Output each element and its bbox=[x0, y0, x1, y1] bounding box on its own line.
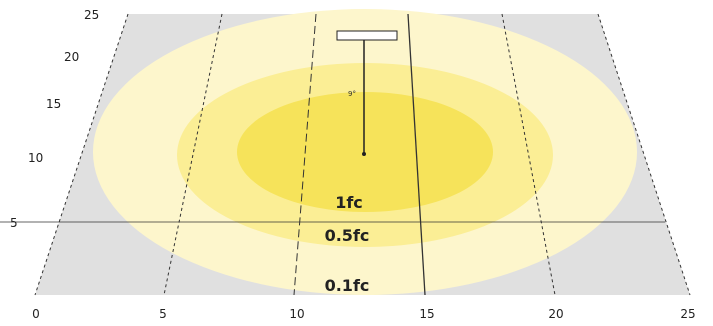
grid-line-x0 bbox=[34, 13, 129, 296]
label-0-5fc: 0.5fc bbox=[325, 226, 370, 245]
x-tick-0: 0 bbox=[32, 307, 40, 321]
luminaire-fixture bbox=[336, 30, 398, 41]
luminaire-aim-point bbox=[362, 152, 366, 156]
y-tick-15: 15 bbox=[46, 97, 61, 111]
y-tick-10: 10 bbox=[28, 151, 43, 165]
label-0-1fc: 0.1fc bbox=[325, 276, 370, 295]
y-axis: 25 20 15 10 5 bbox=[10, 8, 99, 230]
x-tick-25: 25 bbox=[680, 307, 695, 321]
fixture-angle-label: 9° bbox=[348, 90, 356, 98]
y-tick-20: 20 bbox=[64, 50, 79, 64]
grid-line-x25 bbox=[597, 13, 691, 296]
x-axis: 0 5 10 15 20 25 bbox=[32, 307, 695, 321]
label-1fc: 1fc bbox=[335, 193, 363, 212]
grid-lines bbox=[0, 13, 691, 296]
grid-line-x15 bbox=[407, 13, 426, 296]
x-tick-20: 20 bbox=[548, 307, 563, 321]
x-tick-15: 15 bbox=[419, 307, 434, 321]
y-tick-5: 5 bbox=[10, 216, 18, 230]
x-tick-10: 10 bbox=[289, 307, 304, 321]
luminaire bbox=[336, 30, 398, 156]
grid-line-x10 bbox=[293, 13, 317, 296]
x-tick-5: 5 bbox=[159, 307, 167, 321]
contour-1fc bbox=[237, 92, 493, 212]
y-tick-25: 25 bbox=[84, 8, 99, 22]
